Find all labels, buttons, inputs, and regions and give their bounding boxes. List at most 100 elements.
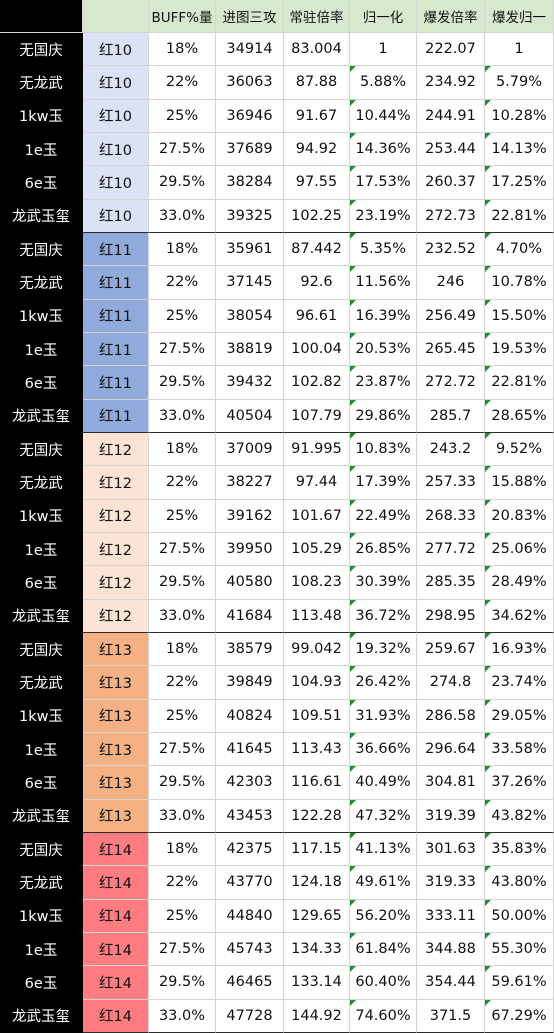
atk-cell[interactable]: 37145	[216, 266, 284, 300]
burst-normalized-cell[interactable]: 10.28%	[485, 99, 554, 133]
row-label-cell[interactable]: 1e玉	[0, 332, 83, 367]
burst-ratio-cell[interactable]: 272.72	[417, 366, 485, 400]
buff-cell[interactable]: 27.5%	[149, 532, 216, 567]
buff-cell[interactable]: 18%	[149, 432, 216, 467]
base-ratio-cell[interactable]: 108.23	[284, 566, 350, 600]
burst-ratio-cell[interactable]: 232.52	[417, 232, 485, 267]
burst-ratio-cell[interactable]: 268.33	[417, 499, 485, 533]
base-ratio-cell[interactable]: 129.65	[284, 899, 350, 933]
tier-cell[interactable]: 红14	[83, 899, 149, 933]
buff-cell[interactable]: 33.0%	[149, 999, 216, 1033]
burst-ratio-cell[interactable]: 243.2	[417, 432, 485, 467]
tier-cell[interactable]: 红14	[83, 932, 149, 967]
atk-cell[interactable]: 38284	[216, 166, 284, 200]
burst-normalized-cell[interactable]: 28.49%	[485, 566, 554, 600]
normalized-cell[interactable]: 23.87%	[350, 366, 417, 400]
buff-cell[interactable]: 29.5%	[149, 166, 216, 200]
normalized-cell[interactable]: 40.49%	[350, 766, 417, 800]
buff-cell[interactable]: 33.0%	[149, 799, 216, 833]
row-label-cell[interactable]: 无龙武	[0, 66, 83, 100]
normalized-cell[interactable]: 16.39%	[350, 299, 417, 333]
base-ratio-cell[interactable]: 87.88	[284, 66, 350, 100]
atk-cell[interactable]: 38819	[216, 332, 284, 367]
atk-cell[interactable]: 34914	[216, 33, 284, 67]
normalized-cell[interactable]: 14.36%	[350, 132, 417, 167]
atk-cell[interactable]: 47728	[216, 999, 284, 1033]
header-burst-ratio[interactable]: 爆发倍率	[417, 0, 485, 33]
header-normalized[interactable]: 归一化	[350, 0, 417, 33]
burst-ratio-cell[interactable]: 301.63	[417, 832, 485, 867]
normalized-cell[interactable]: 36.66%	[350, 732, 417, 767]
base-ratio-cell[interactable]: 99.042	[284, 632, 350, 667]
burst-ratio-cell[interactable]: 333.11	[417, 899, 485, 933]
base-ratio-cell[interactable]: 117.15	[284, 832, 350, 867]
row-label-cell[interactable]: 无龙武	[0, 266, 83, 300]
burst-ratio-cell[interactable]: 257.33	[417, 466, 485, 500]
atk-cell[interactable]: 36063	[216, 66, 284, 100]
base-ratio-cell[interactable]: 87.442	[284, 232, 350, 267]
row-label-cell[interactable]: 1e玉	[0, 932, 83, 967]
buff-cell[interactable]: 27.5%	[149, 732, 216, 767]
base-ratio-cell[interactable]: 96.61	[284, 299, 350, 333]
atk-cell[interactable]: 40824	[216, 699, 284, 733]
tier-cell[interactable]: 红14	[83, 966, 149, 1000]
base-ratio-cell[interactable]: 105.29	[284, 532, 350, 567]
base-ratio-cell[interactable]: 91.995	[284, 432, 350, 467]
buff-cell[interactable]: 27.5%	[149, 332, 216, 367]
buff-cell[interactable]: 18%	[149, 232, 216, 267]
normalized-cell[interactable]: 49.61%	[350, 866, 417, 900]
buff-cell[interactable]: 18%	[149, 632, 216, 667]
burst-normalized-cell[interactable]: 23.74%	[485, 666, 554, 700]
burst-ratio-cell[interactable]: 259.67	[417, 632, 485, 667]
tier-cell[interactable]: 红12	[83, 532, 149, 567]
burst-ratio-cell[interactable]: 371.5	[417, 999, 485, 1033]
tier-cell[interactable]: 红12	[83, 599, 149, 633]
normalized-cell[interactable]: 10.44%	[350, 99, 417, 133]
buff-cell[interactable]: 22%	[149, 666, 216, 700]
tier-cell[interactable]: 红13	[83, 666, 149, 700]
tier-cell[interactable]: 红11	[83, 299, 149, 333]
normalized-cell[interactable]: 41.13%	[350, 832, 417, 867]
buff-cell[interactable]: 18%	[149, 33, 216, 67]
normalized-cell[interactable]: 22.49%	[350, 499, 417, 533]
base-ratio-cell[interactable]: 102.25	[284, 199, 350, 233]
base-ratio-cell[interactable]: 83.004	[284, 33, 350, 67]
tier-cell[interactable]: 红12	[83, 566, 149, 600]
base-ratio-cell[interactable]: 122.28	[284, 799, 350, 833]
atk-cell[interactable]: 39950	[216, 532, 284, 567]
tier-cell[interactable]: 红12	[83, 499, 149, 533]
atk-cell[interactable]: 38054	[216, 299, 284, 333]
row-label-cell[interactable]: 无国庆	[0, 432, 83, 467]
burst-normalized-cell[interactable]: 55.30%	[485, 932, 554, 967]
normalized-cell[interactable]: 31.93%	[350, 699, 417, 733]
burst-normalized-cell[interactable]: 59.61%	[485, 966, 554, 1000]
atk-cell[interactable]: 37009	[216, 432, 284, 467]
normalized-cell[interactable]: 17.53%	[350, 166, 417, 200]
row-label-cell[interactable]: 龙武玉玺	[0, 599, 83, 633]
buff-cell[interactable]: 27.5%	[149, 932, 216, 967]
row-label-cell[interactable]: 龙武玉玺	[0, 999, 83, 1033]
buff-cell[interactable]: 25%	[149, 699, 216, 733]
burst-normalized-cell[interactable]: 4.70%	[485, 232, 554, 267]
row-label-cell[interactable]: 无国庆	[0, 632, 83, 667]
tier-cell[interactable]: 红11	[83, 332, 149, 367]
row-label-cell[interactable]: 1kw玉	[0, 299, 83, 333]
burst-normalized-cell[interactable]: 15.88%	[485, 466, 554, 500]
base-ratio-cell[interactable]: 102.82	[284, 366, 350, 400]
tier-cell[interactable]: 红11	[83, 266, 149, 300]
atk-cell[interactable]: 36946	[216, 99, 284, 133]
burst-ratio-cell[interactable]: 319.33	[417, 866, 485, 900]
atk-cell[interactable]: 38579	[216, 632, 284, 667]
tier-cell[interactable]: 红13	[83, 732, 149, 767]
burst-ratio-cell[interactable]: 253.44	[417, 132, 485, 167]
normalized-cell[interactable]: 60.40%	[350, 966, 417, 1000]
normalized-cell[interactable]: 47.32%	[350, 799, 417, 833]
burst-ratio-cell[interactable]: 285.35	[417, 566, 485, 600]
burst-normalized-cell[interactable]: 9.52%	[485, 432, 554, 467]
row-label-cell[interactable]: 无龙武	[0, 666, 83, 700]
burst-ratio-cell[interactable]: 298.95	[417, 599, 485, 633]
tier-cell[interactable]: 红11	[83, 232, 149, 267]
buff-cell[interactable]: 33.0%	[149, 599, 216, 633]
burst-ratio-cell[interactable]: 274.8	[417, 666, 485, 700]
burst-normalized-cell[interactable]: 19.53%	[485, 332, 554, 367]
